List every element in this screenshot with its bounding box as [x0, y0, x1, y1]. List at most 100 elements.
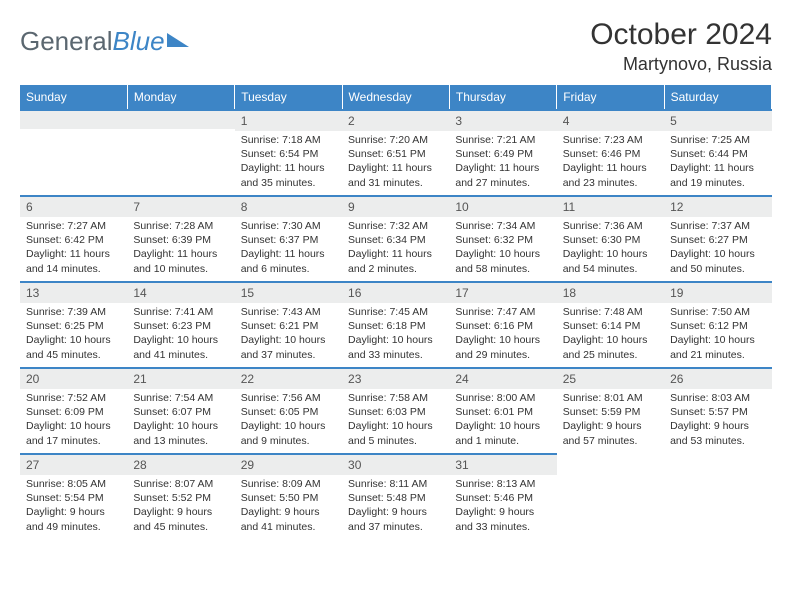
daylight-line: Daylight: 10 hours and 33 minutes.: [348, 333, 443, 361]
sunset-line: Sunset: 5:46 PM: [455, 491, 550, 505]
calendar-body: 1Sunrise: 7:18 AMSunset: 6:54 PMDaylight…: [20, 109, 772, 539]
day-number: 3: [449, 109, 556, 131]
day-number: 25: [557, 367, 664, 389]
sunset-line: Sunset: 6:16 PM: [455, 319, 550, 333]
sunset-line: Sunset: 6:30 PM: [563, 233, 658, 247]
calendar-cell: 12Sunrise: 7:37 AMSunset: 6:27 PMDayligh…: [664, 195, 771, 281]
calendar-cell: 21Sunrise: 7:54 AMSunset: 6:07 PMDayligh…: [127, 367, 234, 453]
day-body: Sunrise: 7:20 AMSunset: 6:51 PMDaylight:…: [342, 131, 449, 194]
day-body: Sunrise: 7:47 AMSunset: 6:16 PMDaylight:…: [449, 303, 556, 366]
daylight-line: Daylight: 11 hours and 2 minutes.: [348, 247, 443, 275]
day-body: Sunrise: 7:30 AMSunset: 6:37 PMDaylight:…: [235, 217, 342, 280]
sunrise-line: Sunrise: 8:01 AM: [563, 391, 658, 405]
day-number: 31: [449, 453, 556, 475]
day-number: 23: [342, 367, 449, 389]
sunset-line: Sunset: 5:57 PM: [670, 405, 765, 419]
day-number: 29: [235, 453, 342, 475]
sunset-line: Sunset: 6:07 PM: [133, 405, 228, 419]
calendar-cell: 8Sunrise: 7:30 AMSunset: 6:37 PMDaylight…: [235, 195, 342, 281]
sunrise-line: Sunrise: 7:18 AM: [241, 133, 336, 147]
day-number: 30: [342, 453, 449, 475]
calendar-cell: 24Sunrise: 8:00 AMSunset: 6:01 PMDayligh…: [449, 367, 556, 453]
sunrise-line: Sunrise: 7:45 AM: [348, 305, 443, 319]
weekday-header: Thursday: [449, 85, 556, 109]
calendar-cell: 14Sunrise: 7:41 AMSunset: 6:23 PMDayligh…: [127, 281, 234, 367]
day-number: 16: [342, 281, 449, 303]
sunset-line: Sunset: 6:25 PM: [26, 319, 121, 333]
sunset-line: Sunset: 6:27 PM: [670, 233, 765, 247]
sunrise-line: Sunrise: 7:50 AM: [670, 305, 765, 319]
sunrise-line: Sunrise: 7:32 AM: [348, 219, 443, 233]
day-body: Sunrise: 7:21 AMSunset: 6:49 PMDaylight:…: [449, 131, 556, 194]
sunrise-line: Sunrise: 7:34 AM: [455, 219, 550, 233]
sunset-line: Sunset: 5:54 PM: [26, 491, 121, 505]
daylight-line: Daylight: 9 hours and 53 minutes.: [670, 419, 765, 447]
sunset-line: Sunset: 6:09 PM: [26, 405, 121, 419]
day-body: Sunrise: 8:03 AMSunset: 5:57 PMDaylight:…: [664, 389, 771, 452]
day-body: Sunrise: 7:50 AMSunset: 6:12 PMDaylight:…: [664, 303, 771, 366]
day-number: 20: [20, 367, 127, 389]
day-body: Sunrise: 8:01 AMSunset: 5:59 PMDaylight:…: [557, 389, 664, 452]
day-body: Sunrise: 7:58 AMSunset: 6:03 PMDaylight:…: [342, 389, 449, 452]
sunset-line: Sunset: 6:34 PM: [348, 233, 443, 247]
calendar-cell: 28Sunrise: 8:07 AMSunset: 5:52 PMDayligh…: [127, 453, 234, 539]
sunrise-line: Sunrise: 7:41 AM: [133, 305, 228, 319]
daylight-line: Daylight: 10 hours and 25 minutes.: [563, 333, 658, 361]
weekday-header: Sunday: [20, 85, 127, 109]
sunset-line: Sunset: 6:37 PM: [241, 233, 336, 247]
calendar-cell: 5Sunrise: 7:25 AMSunset: 6:44 PMDaylight…: [664, 109, 771, 195]
sunrise-line: Sunrise: 8:09 AM: [241, 477, 336, 491]
weekday-header: Wednesday: [342, 85, 449, 109]
calendar-cell: 1Sunrise: 7:18 AMSunset: 6:54 PMDaylight…: [235, 109, 342, 195]
daylight-line: Daylight: 10 hours and 37 minutes.: [241, 333, 336, 361]
day-body: Sunrise: 7:56 AMSunset: 6:05 PMDaylight:…: [235, 389, 342, 452]
daylight-line: Daylight: 10 hours and 13 minutes.: [133, 419, 228, 447]
logo-part2: Blue: [113, 26, 165, 56]
sunset-line: Sunset: 6:12 PM: [670, 319, 765, 333]
daylight-line: Daylight: 10 hours and 29 minutes.: [455, 333, 550, 361]
sunrise-line: Sunrise: 7:27 AM: [26, 219, 121, 233]
sunset-line: Sunset: 6:18 PM: [348, 319, 443, 333]
day-body: Sunrise: 7:32 AMSunset: 6:34 PMDaylight:…: [342, 217, 449, 280]
sunset-line: Sunset: 6:42 PM: [26, 233, 121, 247]
day-number: 11: [557, 195, 664, 217]
day-number: 22: [235, 367, 342, 389]
day-body: Sunrise: 7:48 AMSunset: 6:14 PMDaylight:…: [557, 303, 664, 366]
day-body: Sunrise: 8:11 AMSunset: 5:48 PMDaylight:…: [342, 475, 449, 538]
calendar-cell: 26Sunrise: 8:03 AMSunset: 5:57 PMDayligh…: [664, 367, 771, 453]
sunrise-line: Sunrise: 8:07 AM: [133, 477, 228, 491]
daylight-line: Daylight: 11 hours and 23 minutes.: [563, 161, 658, 189]
logo-triangle-icon: [167, 33, 189, 47]
day-body: Sunrise: 8:07 AMSunset: 5:52 PMDaylight:…: [127, 475, 234, 538]
sunrise-line: Sunrise: 7:37 AM: [670, 219, 765, 233]
day-body: Sunrise: 8:05 AMSunset: 5:54 PMDaylight:…: [20, 475, 127, 538]
sunset-line: Sunset: 6:14 PM: [563, 319, 658, 333]
daylight-line: Daylight: 9 hours and 41 minutes.: [241, 505, 336, 533]
sunset-line: Sunset: 6:54 PM: [241, 147, 336, 161]
daylight-line: Daylight: 9 hours and 33 minutes.: [455, 505, 550, 533]
calendar-cell: [557, 453, 664, 539]
empty-cell: [20, 109, 127, 129]
sunset-line: Sunset: 5:59 PM: [563, 405, 658, 419]
day-number: 9: [342, 195, 449, 217]
day-number: 13: [20, 281, 127, 303]
sunset-line: Sunset: 6:23 PM: [133, 319, 228, 333]
calendar-cell: 18Sunrise: 7:48 AMSunset: 6:14 PMDayligh…: [557, 281, 664, 367]
day-body: Sunrise: 8:13 AMSunset: 5:46 PMDaylight:…: [449, 475, 556, 538]
calendar-cell: 15Sunrise: 7:43 AMSunset: 6:21 PMDayligh…: [235, 281, 342, 367]
day-number: 17: [449, 281, 556, 303]
day-number: 19: [664, 281, 771, 303]
sunrise-line: Sunrise: 7:58 AM: [348, 391, 443, 405]
daylight-line: Daylight: 10 hours and 45 minutes.: [26, 333, 121, 361]
day-number: 5: [664, 109, 771, 131]
sunset-line: Sunset: 5:48 PM: [348, 491, 443, 505]
day-number: 21: [127, 367, 234, 389]
daylight-line: Daylight: 10 hours and 58 minutes.: [455, 247, 550, 275]
day-body: Sunrise: 7:34 AMSunset: 6:32 PMDaylight:…: [449, 217, 556, 280]
sunset-line: Sunset: 6:44 PM: [670, 147, 765, 161]
day-body: Sunrise: 7:43 AMSunset: 6:21 PMDaylight:…: [235, 303, 342, 366]
weekday-header: Friday: [557, 85, 664, 109]
sunrise-line: Sunrise: 7:23 AM: [563, 133, 658, 147]
day-number: 27: [20, 453, 127, 475]
day-body: Sunrise: 7:54 AMSunset: 6:07 PMDaylight:…: [127, 389, 234, 452]
